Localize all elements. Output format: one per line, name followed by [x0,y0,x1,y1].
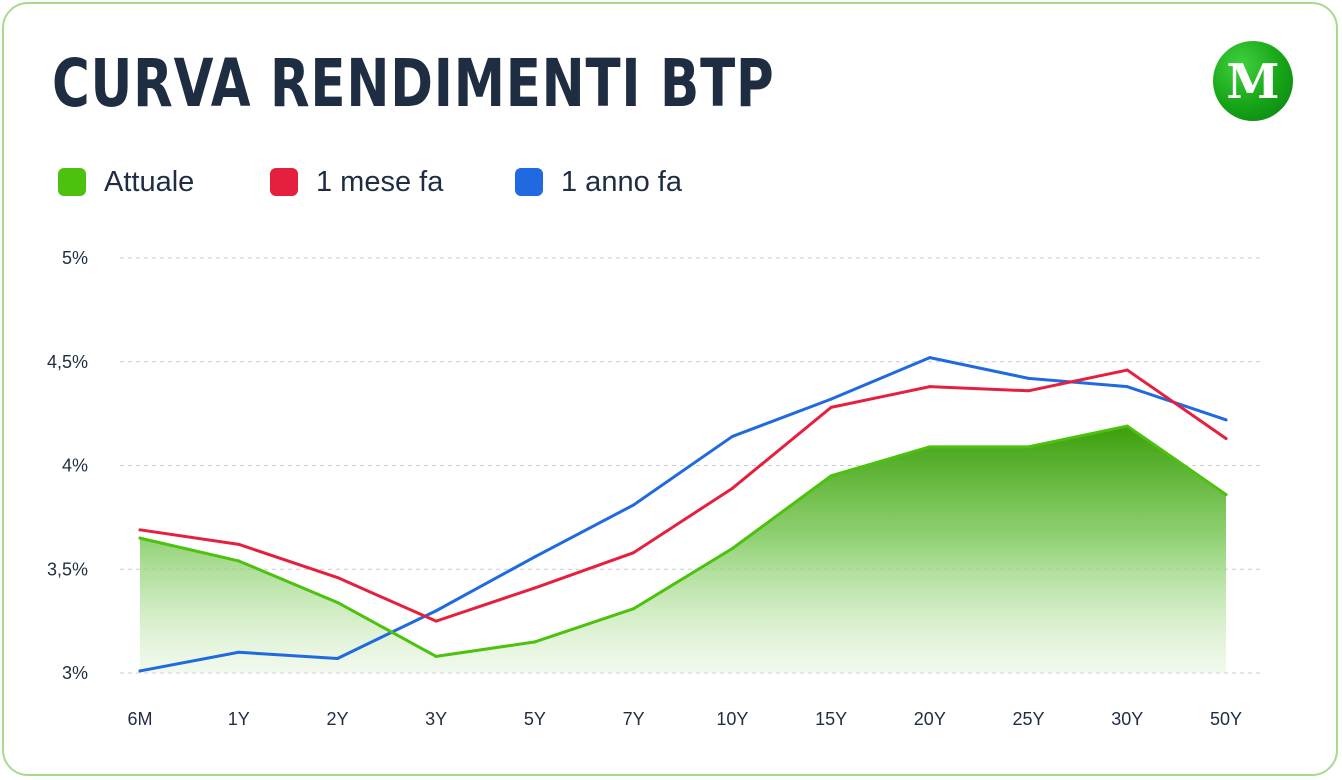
x-tick-label: 50Y [1210,709,1242,729]
data-point-1-anno-fa [730,434,734,438]
x-tick-label: 7Y [623,709,645,729]
legend-item-1-anno-fa: 1 anno fa [515,162,682,202]
data-point-1-anno-fa [829,397,833,401]
x-tick-label: 1Y [228,709,250,729]
y-tick-label: 4,5% [47,352,88,372]
series-line-1-anno-fa [138,356,1228,673]
legend-label-1-mese-fa: 1 mese fa [316,165,444,198]
x-tick-label: 5Y [524,709,546,729]
area-fill [140,426,1226,673]
series-lines [138,356,1228,673]
data-point-1-anno-fa [335,656,339,660]
data-point-1-anno-fa [1125,385,1129,389]
data-point-1-anno-fa [1224,418,1228,422]
data-point-attuale [237,559,241,563]
data-point-attuale [434,654,438,658]
data-point-1-mese-fa [632,551,636,555]
data-point-1-mese-fa [928,385,932,389]
x-tick-label: 3Y [425,709,447,729]
series-line-1-mese-fa [138,368,1228,623]
data-point-1-mese-fa [434,619,438,623]
data-point-attuale [632,607,636,611]
x-tick-label: 10Y [716,709,748,729]
logo-letter: M [1226,54,1280,110]
chart-title: CURVA RENDIMENTI BTP [52,45,775,122]
data-point-1-anno-fa [1027,376,1031,380]
data-point-attuale [533,640,537,644]
data-point-1-mese-fa [237,542,241,546]
data-point-attuale [1027,445,1031,449]
y-tick-label: 3% [62,663,88,683]
data-point-attuale [1125,424,1129,428]
y-tick-label: 5% [62,248,88,268]
data-point-1-mese-fa [1125,368,1129,372]
legend-item-1-mese-fa: 1 mese fa [270,162,443,202]
data-point-1-anno-fa [237,650,241,654]
legend-swatch-1-mese-fa [270,168,298,196]
series-line-attuale [138,424,1228,658]
data-point-1-anno-fa [138,669,142,673]
legend-swatch-1-anno-fa [515,168,543,196]
y-tick-label: 3,5% [47,559,88,579]
data-point-1-anno-fa [928,356,932,360]
data-point-attuale [138,536,142,540]
data-point-1-anno-fa [533,555,537,559]
data-point-1-mese-fa [730,486,734,490]
data-point-1-mese-fa [1224,437,1228,441]
x-tick-label: 20Y [914,709,946,729]
legend-label-1-anno-fa: 1 anno fa [561,165,682,198]
x-tick-label: 2Y [326,709,348,729]
legend-item-attuale: Attuale [58,162,194,202]
data-point-attuale [928,445,932,449]
data-point-attuale [335,600,339,604]
x-tick-label: 25Y [1013,709,1045,729]
legend-label-attuale: Attuale [104,165,195,198]
data-point-1-mese-fa [138,528,142,532]
m-logo-icon: M [1213,41,1293,121]
x-axis-ticks: 6M 1Y 2Y 3Y 5Y 7Y 10Y 15Y 20Y 25Y 30Y 50Y [127,709,1242,729]
data-point-attuale [829,474,833,478]
data-point-1-mese-fa [1027,389,1031,393]
data-point-1-anno-fa [632,503,636,507]
data-point-1-mese-fa [533,586,537,590]
x-tick-label: 6M [127,709,152,729]
data-point-1-mese-fa [335,576,339,580]
y-tick-label: 4% [62,456,88,476]
x-tick-label: 15Y [815,709,847,729]
data-point-1-anno-fa [434,609,438,613]
legend-swatch-attuale [58,168,86,196]
data-point-attuale [1224,493,1228,497]
y-axis-ticks: 5% 4,5% 4% 3,5% 3% [47,248,88,683]
area-attuale [140,426,1226,673]
data-point-1-mese-fa [829,405,833,409]
data-point-attuale [730,547,734,550]
x-tick-label: 30Y [1111,709,1143,729]
